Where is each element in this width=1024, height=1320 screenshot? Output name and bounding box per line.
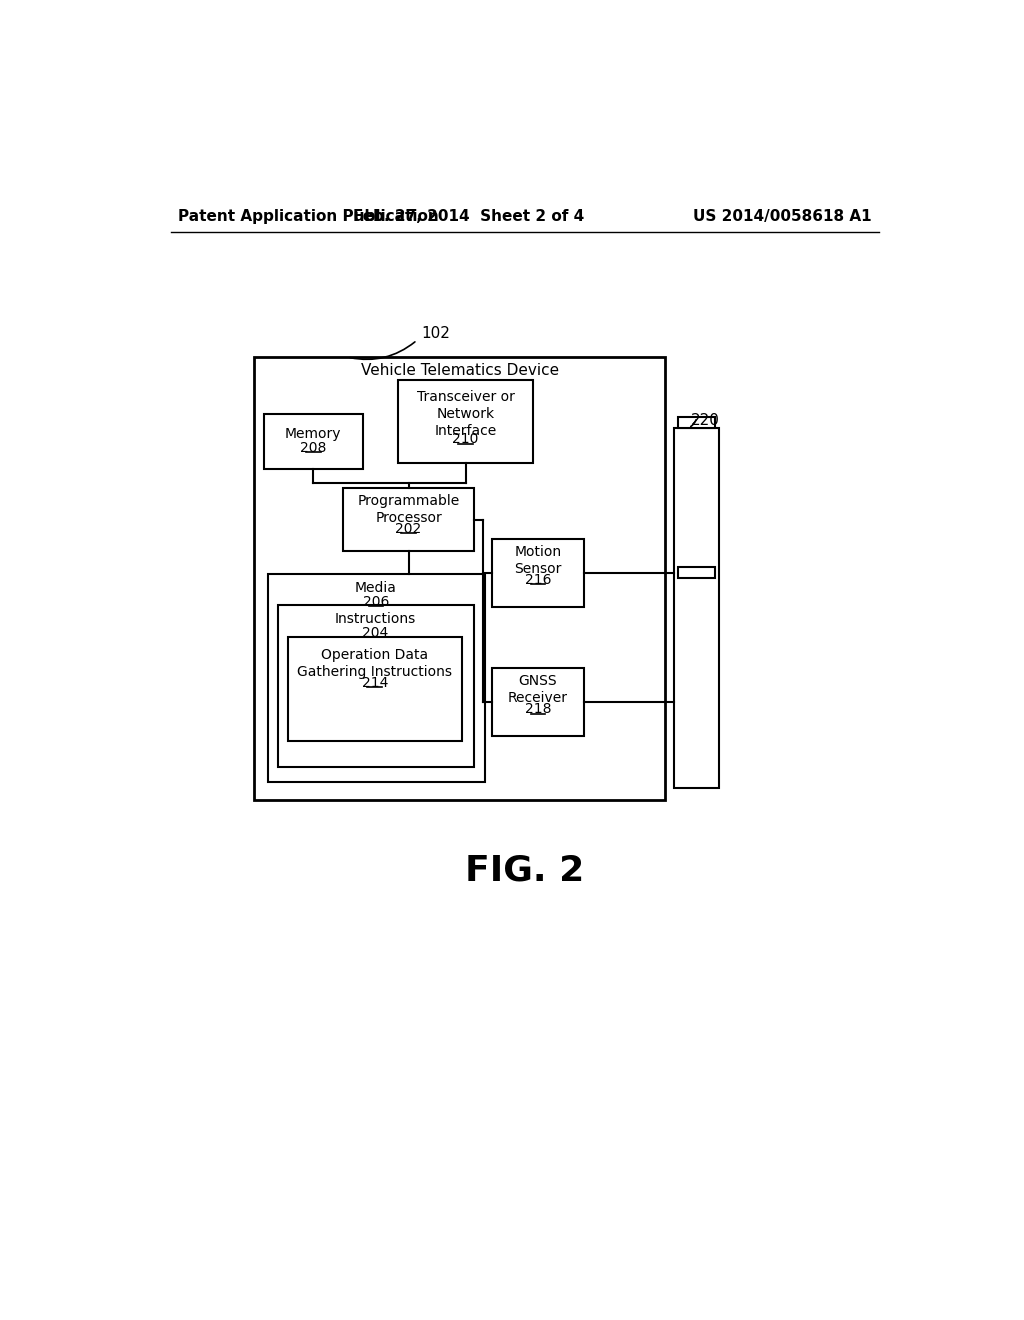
Text: 218: 218: [524, 702, 551, 717]
Text: 102: 102: [421, 326, 450, 342]
Text: Motion
Sensor: Motion Sensor: [514, 545, 561, 576]
Bar: [254, 358, 665, 800]
Text: Media: Media: [355, 581, 397, 595]
Text: 202: 202: [395, 523, 422, 536]
Bar: [675, 428, 719, 788]
Bar: [678, 417, 716, 428]
Text: Instructions: Instructions: [335, 612, 416, 626]
Bar: [493, 539, 584, 607]
Text: 204: 204: [362, 626, 389, 640]
Text: Memory: Memory: [285, 428, 341, 441]
Bar: [278, 605, 474, 767]
Bar: [288, 638, 462, 742]
Text: 206: 206: [362, 595, 389, 609]
Bar: [267, 574, 484, 781]
Text: Vehicle Telematics Device: Vehicle Telematics Device: [360, 363, 559, 379]
Text: 216: 216: [524, 573, 551, 587]
Text: Programmable
Processor: Programmable Processor: [357, 494, 460, 525]
Text: Patent Application Publication: Patent Application Publication: [178, 209, 439, 223]
Text: Transceiver or
Network
Interface: Transceiver or Network Interface: [417, 389, 514, 438]
Text: GNSS
Receiver: GNSS Receiver: [508, 675, 568, 705]
Text: 208: 208: [300, 441, 327, 455]
Text: 210: 210: [453, 433, 478, 446]
Text: US 2014/0058618 A1: US 2014/0058618 A1: [693, 209, 872, 223]
Bar: [678, 568, 716, 578]
Bar: [263, 414, 362, 470]
Bar: [493, 668, 584, 737]
Text: Feb. 27, 2014  Sheet 2 of 4: Feb. 27, 2014 Sheet 2 of 4: [353, 209, 585, 223]
Text: FIG. 2: FIG. 2: [465, 854, 585, 887]
Bar: [397, 380, 534, 463]
Text: 214: 214: [361, 676, 388, 690]
Bar: [343, 488, 474, 552]
Text: 220: 220: [690, 413, 720, 428]
Text: Operation Data
Gathering Instructions: Operation Data Gathering Instructions: [297, 648, 453, 680]
